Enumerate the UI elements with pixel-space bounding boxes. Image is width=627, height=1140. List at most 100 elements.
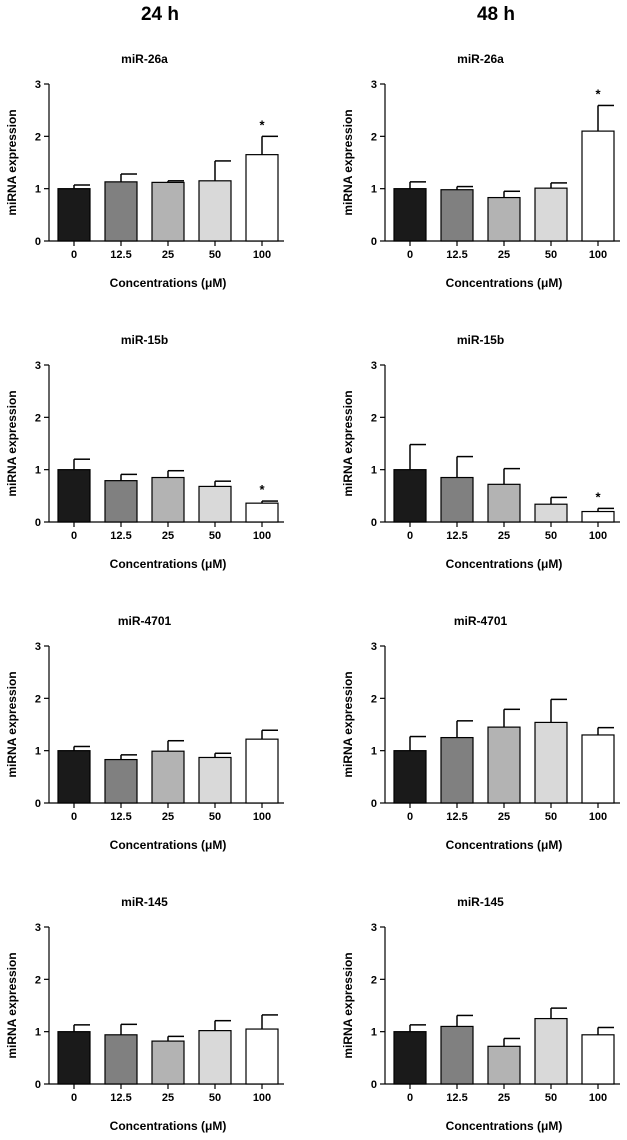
chart-mir-15b-48h: miR-15b miRNA expression 0 1 2 3 0 12.5 25 50 100 *… xyxy=(341,333,620,571)
x-tick-label: 50 xyxy=(545,1092,557,1104)
bar-50 xyxy=(198,1030,232,1085)
bar-12.5 xyxy=(104,181,138,242)
y-tick-label: 3 xyxy=(371,79,377,91)
y-axis-label: miRNA expression xyxy=(341,952,355,1058)
y-tick-label: 0 xyxy=(35,798,41,810)
x-axis-label: Concentrations (μM) xyxy=(110,1119,227,1133)
x-tick-label: 50 xyxy=(209,249,221,261)
y-tick-label: 1 xyxy=(371,465,377,477)
significance-marker: * xyxy=(595,86,601,101)
bar-50 xyxy=(534,721,568,804)
bar-0 xyxy=(393,750,427,804)
bar-25 xyxy=(151,476,185,523)
x-tick-label: 12.5 xyxy=(446,249,467,261)
y-tick-label: 3 xyxy=(35,922,41,934)
x-axis-label: Concentrations (μM) xyxy=(110,557,227,571)
y-tick-label: 0 xyxy=(35,517,41,529)
chart-mir-4701-48h: miR-4701 miRNA expression 0 1 2 3 0 12.5 25 50 100… xyxy=(341,614,620,852)
y-tick-label: 1 xyxy=(35,184,41,196)
y-tick-label: 1 xyxy=(371,746,377,758)
bar-100 xyxy=(581,130,615,242)
y-tick-label: 1 xyxy=(371,184,377,196)
column-title-24h: 24 h xyxy=(140,4,180,25)
x-axis-label: Concentrations (μM) xyxy=(110,838,227,852)
y-tick-label: 3 xyxy=(35,641,41,653)
bar-25 xyxy=(487,1045,521,1085)
bar-12.5 xyxy=(440,736,474,804)
bar-25 xyxy=(487,726,521,804)
x-tick-label: 25 xyxy=(162,1092,174,1104)
x-tick-label: 50 xyxy=(209,530,221,542)
bar-50 xyxy=(534,1017,568,1085)
x-axis-label: Concentrations (μM) xyxy=(446,1119,563,1133)
y-tick-label: 2 xyxy=(371,412,377,424)
x-tick-label: 100 xyxy=(589,249,607,261)
x-tick-label: 50 xyxy=(209,811,221,823)
bar-50 xyxy=(198,485,232,523)
chart-mir-26a-48h: miR-26a miRNA expression 0 1 2 3 0 12.5 25 50 100 *… xyxy=(341,52,620,290)
y-tick-label: 2 xyxy=(35,412,41,424)
y-axis-label: miRNA expression xyxy=(341,671,355,777)
bar-12.5 xyxy=(104,1034,138,1085)
x-tick-label: 100 xyxy=(253,811,271,823)
bar-0 xyxy=(57,469,91,523)
y-tick-label: 2 xyxy=(35,693,41,705)
bar-50 xyxy=(198,756,232,804)
bar-0 xyxy=(393,188,427,242)
y-tick-label: 0 xyxy=(371,517,377,529)
y-tick-label: 3 xyxy=(371,641,377,653)
y-tick-label: 3 xyxy=(371,922,377,934)
chart-mir-26a-24h: miR-26a miRNA expression 0 1 2 3 0 12.5 25 50 100 *… xyxy=(5,52,284,290)
x-axis-label: Concentrations (μM) xyxy=(446,557,563,571)
chart-title: miR-15b xyxy=(121,333,168,347)
x-tick-label: 25 xyxy=(498,530,510,542)
x-axis-label: Concentrations (μM) xyxy=(110,276,227,290)
bar-0 xyxy=(393,469,427,523)
x-axis-label: Concentrations (μM) xyxy=(446,276,563,290)
y-tick-label: 1 xyxy=(35,465,41,477)
x-tick-label: 12.5 xyxy=(446,811,467,823)
y-axis-label: miRNA expression xyxy=(5,109,19,215)
x-tick-label: 0 xyxy=(71,1092,77,1104)
significance-marker: * xyxy=(259,117,265,132)
y-tick-label: 0 xyxy=(35,1079,41,1091)
chart-title: miR-4701 xyxy=(118,614,172,628)
x-axis-label: Concentrations (μM) xyxy=(446,838,563,852)
bar-25 xyxy=(151,181,185,242)
x-tick-label: 100 xyxy=(589,530,607,542)
x-tick-label: 25 xyxy=(498,1092,510,1104)
y-tick-label: 1 xyxy=(35,746,41,758)
chart-mir-15b-24h: miR-15b miRNA expression 0 1 2 3 0 12.5 25 50 100 *… xyxy=(5,333,284,571)
x-tick-label: 0 xyxy=(407,530,413,542)
x-tick-label: 12.5 xyxy=(110,530,131,542)
x-tick-label: 100 xyxy=(253,530,271,542)
bar-100 xyxy=(245,502,279,523)
x-tick-label: 100 xyxy=(589,1092,607,1104)
y-tick-label: 3 xyxy=(35,360,41,372)
y-tick-label: 2 xyxy=(35,131,41,143)
chart-title: miR-15b xyxy=(457,333,504,347)
bar-25 xyxy=(151,750,185,804)
x-tick-label: 0 xyxy=(71,811,77,823)
x-tick-label: 100 xyxy=(253,249,271,261)
x-tick-label: 12.5 xyxy=(110,249,131,261)
chart-title: miR-145 xyxy=(121,895,168,909)
y-tick-label: 2 xyxy=(371,974,377,986)
bar-100 xyxy=(581,510,615,523)
chart-title: miR-4701 xyxy=(454,614,508,628)
x-tick-label: 100 xyxy=(253,1092,271,1104)
x-tick-label: 0 xyxy=(407,811,413,823)
y-tick-label: 2 xyxy=(35,974,41,986)
bar-12.5 xyxy=(104,758,138,804)
bar-100 xyxy=(245,738,279,804)
bar-100 xyxy=(581,1034,615,1085)
x-tick-label: 25 xyxy=(162,530,174,542)
y-tick-label: 1 xyxy=(371,1027,377,1039)
y-axis-label: miRNA expression xyxy=(5,952,19,1058)
y-tick-label: 2 xyxy=(371,131,377,143)
chart-mir-4701-24h: miR-4701 miRNA expression 0 1 2 3 0 12.5 25 50 100… xyxy=(5,614,284,852)
chart-mir-145-24h: miR-145 miRNA expression 0 1 2 3 0 12.5 25 50 100 C… xyxy=(5,895,284,1133)
x-tick-label: 25 xyxy=(498,249,510,261)
x-tick-label: 0 xyxy=(71,530,77,542)
y-tick-label: 0 xyxy=(371,1079,377,1091)
